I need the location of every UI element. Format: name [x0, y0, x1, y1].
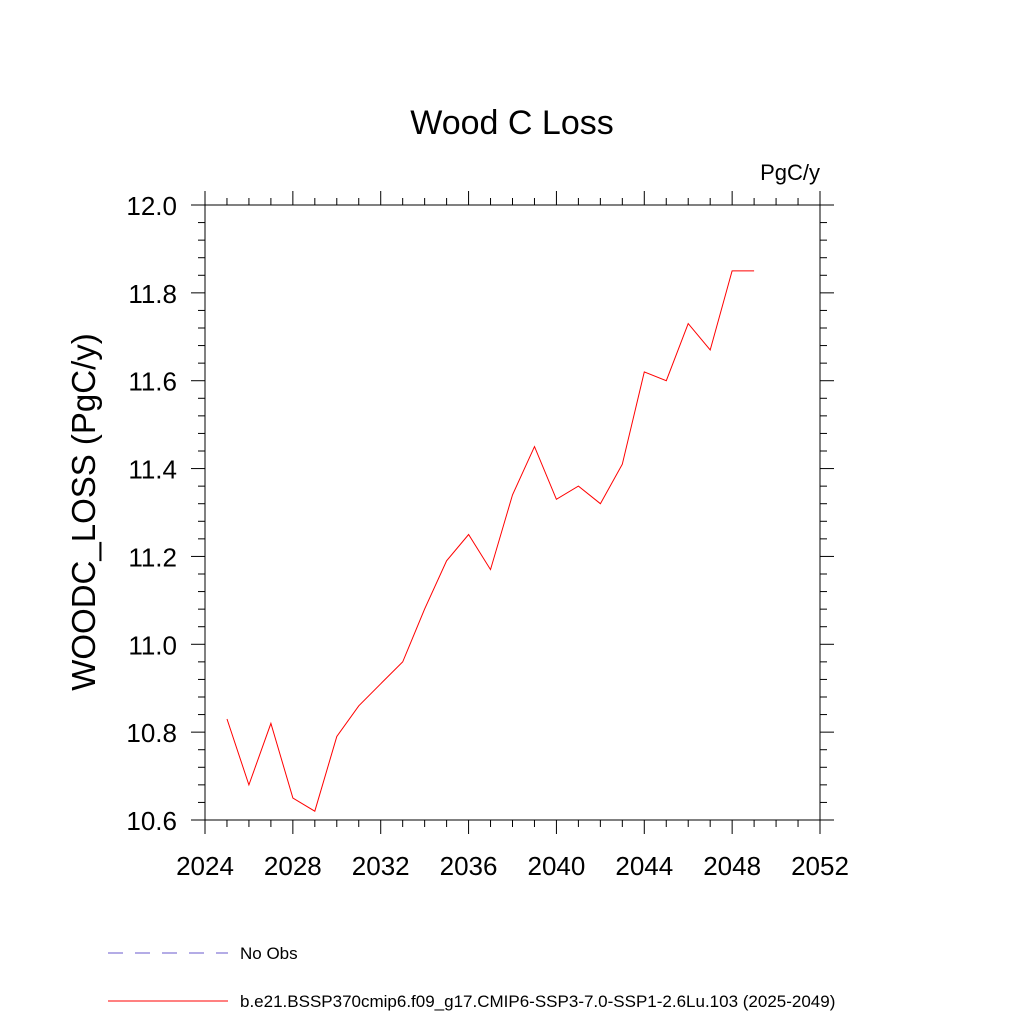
plot-frame	[204, 204, 821, 821]
y-tick-label: 11.2	[128, 542, 177, 572]
legend-label-no-obs: No Obs	[240, 944, 298, 963]
x-tick-label: 2036	[440, 851, 498, 881]
x-tick-label: 2040	[528, 851, 586, 881]
axis-ticks	[191, 191, 834, 834]
x-tick-label: 2044	[615, 851, 673, 881]
series-lines	[226, 270, 755, 812]
y-tick-label: 11.4	[128, 455, 177, 485]
y-tick-label: 11.6	[128, 367, 177, 397]
y-axis-label: WOODC_LOSS (PgC/y)	[65, 333, 102, 691]
x-tick-labels: 2024 2028 2032 2036 2040 2044 2048 2052	[176, 851, 849, 881]
x-tick-label: 2048	[703, 851, 761, 881]
legend: No Obs b.e21.BSSP370cmip6.f09_g17.CMIP6-…	[108, 944, 835, 1011]
legend-label-model-run: b.e21.BSSP370cmip6.f09_g17.CMIP6-SSP3-7.…	[240, 992, 835, 1011]
x-tick-label: 2032	[352, 851, 410, 881]
y-tick-label: 10.6	[126, 806, 177, 836]
y-tick-labels: 10.6 10.8 11.0 11.2 11.4 11.6 11.8 12.0	[126, 191, 177, 836]
units-label: PgC/y	[760, 160, 820, 185]
y-tick-label: 10.8	[126, 718, 177, 748]
chart-title: Wood C Loss	[410, 104, 613, 142]
series-line-1	[226, 270, 755, 812]
y-tick-label: 12.0	[126, 191, 177, 221]
x-tick-label: 2028	[264, 851, 322, 881]
x-tick-label: 2024	[176, 851, 234, 881]
y-tick-label: 11.8	[128, 279, 177, 309]
x-tick-label: 2052	[791, 851, 849, 881]
y-tick-label: 11.0	[128, 630, 177, 660]
